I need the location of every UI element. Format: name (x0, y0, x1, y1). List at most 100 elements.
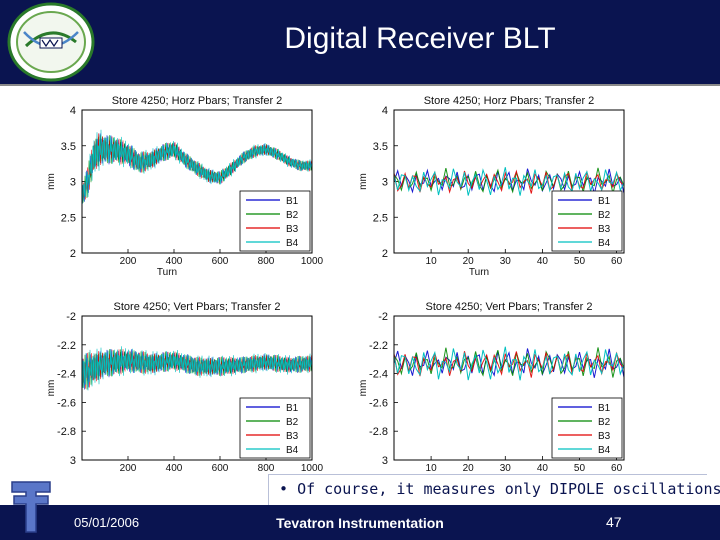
header-bar (0, 0, 720, 84)
y-tick-label: 4 (70, 105, 76, 117)
plot-frame (393, 109, 625, 254)
x-tick-label: 50 (574, 463, 586, 472)
y-tick-label: -2.2 (369, 340, 388, 352)
bullet-marker: • (279, 480, 298, 498)
legend-entry: B2 (286, 417, 299, 428)
legend-box (551, 190, 623, 252)
x-tick-label: 1000 (301, 463, 324, 472)
y-axis-label: mm (46, 173, 57, 190)
x-tick-label: 20 (463, 256, 475, 267)
y-tick-label: 2 (70, 248, 76, 260)
y-tick-label: 2.5 (373, 212, 388, 224)
x-tick-label: 400 (166, 463, 183, 472)
bullet-box: • Of course, it measures only DIPOLE osc… (268, 474, 720, 505)
legend-entry: B4 (286, 238, 299, 249)
y-axis-label: mm (46, 380, 57, 397)
x-tick-label: 1000 (301, 256, 324, 267)
x-tick-label: 40 (537, 463, 549, 472)
x-tick-label: 10 (426, 256, 438, 267)
x-axis-label: Turn (469, 267, 489, 278)
series-line-B4 (394, 346, 624, 381)
series-line-B3 (394, 169, 624, 194)
y-tick-label: -2.8 (57, 426, 76, 438)
series-line-B4 (82, 129, 312, 204)
legend-entry: B2 (598, 417, 611, 428)
y-axis-label: mm (358, 173, 369, 190)
series-line-B2 (82, 349, 312, 390)
y-tick-label: 3.5 (373, 141, 388, 153)
footer-date: 05/01/2006 (74, 515, 140, 530)
page-number: 47 (606, 514, 622, 530)
legend-entry: B4 (598, 238, 611, 249)
x-tick-label: 600 (212, 463, 229, 472)
bullet-text: Of course, it measures only DIPOLE oscil… (297, 480, 720, 498)
y-axis-label: mm (358, 380, 369, 397)
legend-entry: B3 (598, 224, 611, 235)
x-tick-label: 400 (166, 256, 183, 267)
x-tick-label: 600 (212, 256, 229, 267)
footer-title: Tevatron Instrumentation (276, 515, 444, 531)
y-tick-label: -2.8 (369, 426, 388, 438)
legend-entry: B2 (598, 210, 611, 221)
y-tick-label: -2 (378, 311, 388, 323)
y-tick-label: 2.5 (61, 212, 76, 224)
y-tick-label: 3 (70, 177, 76, 189)
bullet-point: • Of course, it measures only DIPOLE osc… (279, 480, 720, 498)
chart-title: Store 4250; Vert Pbars; Transfer 2 (426, 301, 593, 313)
series-line-B2 (394, 347, 624, 378)
fermilab-logo-icon (11, 481, 51, 533)
legend-entry: B1 (598, 403, 611, 414)
y-tick-label: -2 (66, 311, 76, 323)
y-tick-label: 3 (382, 177, 388, 189)
y-tick-label: 3 (70, 455, 76, 467)
legend-box (239, 397, 311, 459)
legend-entry: B3 (286, 224, 299, 235)
bpm-circle-logo-icon (7, 2, 95, 82)
series-line-B2 (394, 167, 624, 194)
x-tick-label: 30 (500, 256, 512, 267)
legend-entry: B2 (286, 210, 299, 221)
x-tick-label: 20 (463, 463, 475, 472)
series-line-B4 (82, 346, 312, 391)
x-tick-label: 50 (574, 256, 586, 267)
x-axis-label: Turn (157, 267, 177, 278)
x-tick-label: 10 (426, 463, 438, 472)
slide-footer: 05/01/2006 Tevatron Instrumentation 47 (0, 505, 720, 540)
y-tick-label: 2 (382, 248, 388, 260)
chart-title: Store 4250; Vert Pbars; Transfer 2 (114, 301, 281, 313)
legend-entry: B4 (598, 445, 611, 456)
chart-title: Store 4250; Horz Pbars; Transfer 2 (424, 95, 595, 107)
x-tick-label: 60 (611, 463, 623, 472)
legend-entry: B3 (598, 431, 611, 442)
series-line-B3 (394, 351, 624, 378)
legend-entry: B1 (598, 196, 611, 207)
plot-frame (81, 109, 313, 254)
charts-area: Store 4250; Horz Pbars; Transfer 2 Turn mm… (46, 95, 625, 472)
y-tick-label: 4 (382, 105, 388, 117)
plot-frame (81, 315, 313, 461)
y-tick-label: -2.6 (369, 397, 388, 409)
x-tick-label: 200 (120, 256, 137, 267)
x-tick-label: 30 (500, 463, 512, 472)
y-tick-label: -2.4 (57, 369, 76, 381)
x-tick-label: 800 (258, 256, 275, 267)
series-line-B4 (394, 167, 624, 196)
slide-title: Digital Receiver BLT (284, 22, 556, 55)
slide-header: Digital Receiver BLT (0, 0, 720, 86)
legend-box (551, 397, 623, 459)
legend-entry: B1 (286, 196, 299, 207)
y-tick-label: -2.6 (57, 397, 76, 409)
chart-title: Store 4250; Horz Pbars; Transfer 2 (112, 95, 283, 107)
y-tick-label: 3 (382, 455, 388, 467)
legend-entry: B4 (286, 445, 299, 456)
x-tick-label: 800 (258, 463, 275, 472)
legend-entry: B3 (286, 431, 299, 442)
header-divider (0, 84, 720, 86)
plot-frame (393, 315, 625, 461)
x-tick-label: 40 (537, 256, 549, 267)
x-tick-label: 200 (120, 463, 137, 472)
y-tick-label: 3.5 (61, 141, 76, 153)
y-tick-label: -2.4 (369, 369, 388, 381)
y-tick-label: -2.2 (57, 340, 76, 352)
legend-box (239, 190, 311, 252)
